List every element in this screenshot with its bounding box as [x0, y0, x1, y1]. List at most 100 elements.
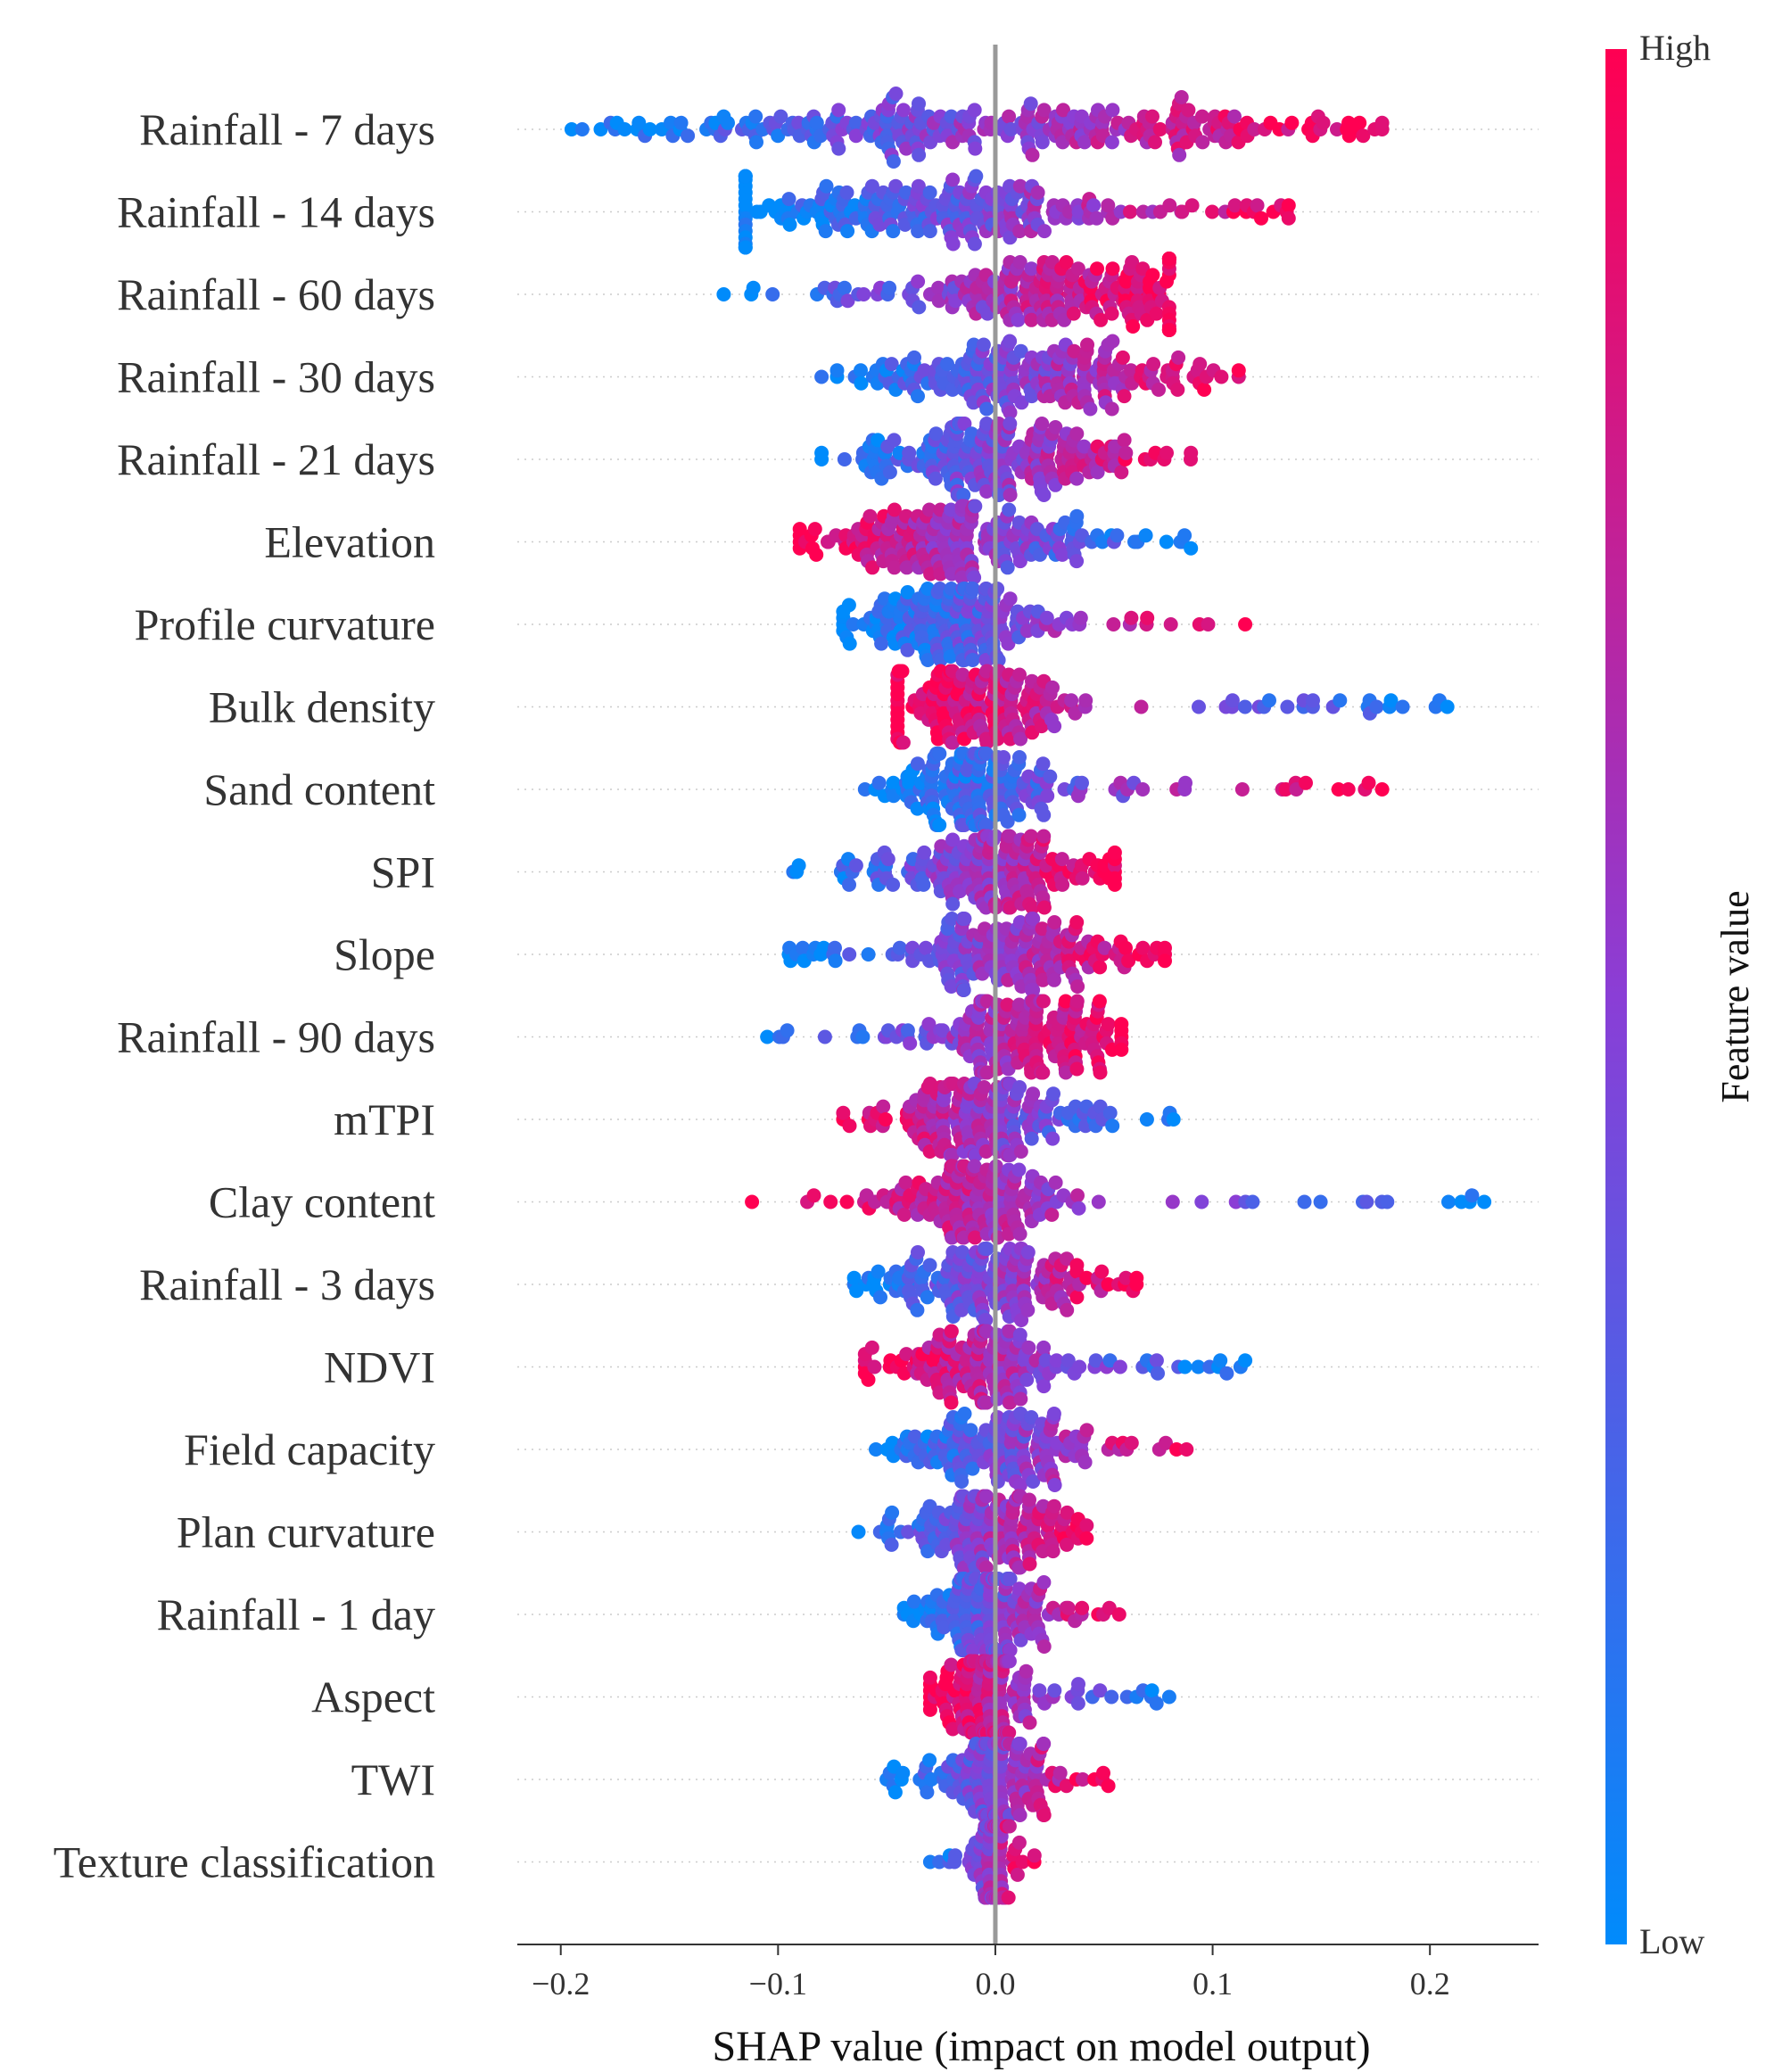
x-tick-label: −0.1 — [749, 1966, 807, 2002]
shap-point — [809, 115, 824, 130]
shap-point — [895, 1765, 911, 1780]
shap-point — [882, 280, 897, 295]
shap-point — [965, 1461, 980, 1476]
shap-point — [1036, 756, 1051, 772]
shap-point — [1036, 829, 1052, 844]
shap-point — [814, 445, 829, 460]
shap-point — [1077, 1455, 1093, 1470]
shap-point — [681, 128, 696, 144]
shap-point — [919, 940, 933, 955]
shap-point — [1012, 554, 1027, 569]
shap-point — [1194, 109, 1209, 124]
shap-point — [1069, 994, 1085, 1009]
shap-point — [1341, 782, 1356, 797]
shap-point — [842, 877, 856, 892]
shap-point — [1369, 699, 1384, 714]
shap-point — [871, 1264, 886, 1279]
shap-point — [1231, 363, 1246, 378]
shap-point — [1039, 610, 1054, 625]
shap-point — [1117, 389, 1132, 404]
colorbar-title: Feature value — [1713, 890, 1757, 1102]
shap-point — [903, 1036, 918, 1051]
shap-point — [831, 141, 846, 156]
shap-point — [864, 1340, 879, 1355]
shap-point — [1036, 1639, 1052, 1654]
shap-point — [1284, 115, 1300, 130]
shap-point — [807, 522, 822, 537]
shap-point — [1012, 1808, 1027, 1822]
shap-point — [882, 465, 897, 480]
shap-point — [1149, 1696, 1164, 1711]
shap-point — [1145, 109, 1159, 124]
shap-point — [1002, 502, 1017, 517]
shap-point — [892, 940, 907, 955]
shap-point — [1205, 204, 1220, 219]
shap-point — [1152, 122, 1168, 136]
shap-point — [1262, 693, 1276, 708]
shap-point — [902, 445, 917, 460]
shap-point — [906, 1594, 921, 1609]
shap-point — [1046, 972, 1061, 987]
shap-point — [1091, 1194, 1106, 1209]
shap-point — [901, 1524, 916, 1540]
feature-label: Field capacity — [184, 1424, 435, 1474]
shap-point — [1106, 617, 1121, 632]
shap-point — [956, 488, 971, 502]
shap-point — [1088, 1353, 1103, 1368]
shap-point — [1090, 261, 1104, 277]
shap-point — [895, 735, 911, 750]
shap-point — [1115, 350, 1130, 365]
shap-point — [979, 818, 994, 832]
shap-point — [1093, 960, 1108, 975]
shap-point — [1058, 994, 1073, 1009]
shap-point — [1013, 1391, 1028, 1407]
shap-point — [1023, 96, 1038, 111]
shap-point — [910, 756, 925, 772]
shap-point — [928, 426, 944, 442]
shap-point — [1026, 1086, 1041, 1102]
shap-point — [1238, 1353, 1253, 1368]
shap-point — [1097, 940, 1112, 955]
shap-point — [1465, 1188, 1480, 1203]
shap-point — [945, 896, 961, 912]
feature-label: Rainfall - 14 days — [117, 187, 435, 237]
shap-point — [856, 287, 871, 301]
shap-point — [1003, 334, 1018, 349]
shap-point — [1093, 312, 1109, 327]
shap-point — [1036, 1065, 1051, 1080]
shap-point — [1380, 1194, 1395, 1209]
shap-point — [1002, 1819, 1017, 1834]
shap-point — [1159, 534, 1174, 549]
shap-point — [1192, 357, 1208, 372]
shap-point — [945, 912, 960, 926]
shap-point — [745, 1194, 760, 1209]
shap-point — [979, 1489, 994, 1504]
shap-point — [782, 217, 797, 232]
shap-point — [1036, 900, 1052, 915]
shap-point — [1227, 198, 1242, 213]
shap-point — [1036, 1575, 1052, 1589]
shap-point — [1069, 1061, 1085, 1077]
shap-point — [886, 224, 901, 239]
shap-point — [574, 122, 590, 136]
shap-point — [1102, 1353, 1118, 1368]
shap-point — [1011, 1835, 1027, 1850]
shap-point — [796, 940, 810, 955]
shap-point — [944, 979, 959, 994]
shap-point — [963, 1423, 978, 1438]
shap-point — [1001, 636, 1016, 651]
shap-point — [854, 376, 869, 391]
shap-point — [1036, 994, 1051, 1009]
shap-point — [1071, 1677, 1085, 1692]
shap-point — [1025, 147, 1040, 162]
shap-point — [935, 1023, 950, 1038]
shap-point — [855, 1029, 871, 1044]
shap-point — [1089, 211, 1104, 226]
shap-point — [1184, 198, 1200, 213]
shap-point — [886, 877, 901, 892]
colorbar-gradient — [1605, 49, 1627, 1944]
shap-point — [1052, 1765, 1068, 1780]
shap-point — [1012, 1080, 1027, 1094]
shap-point — [1047, 1478, 1062, 1492]
shap-point — [932, 747, 947, 761]
